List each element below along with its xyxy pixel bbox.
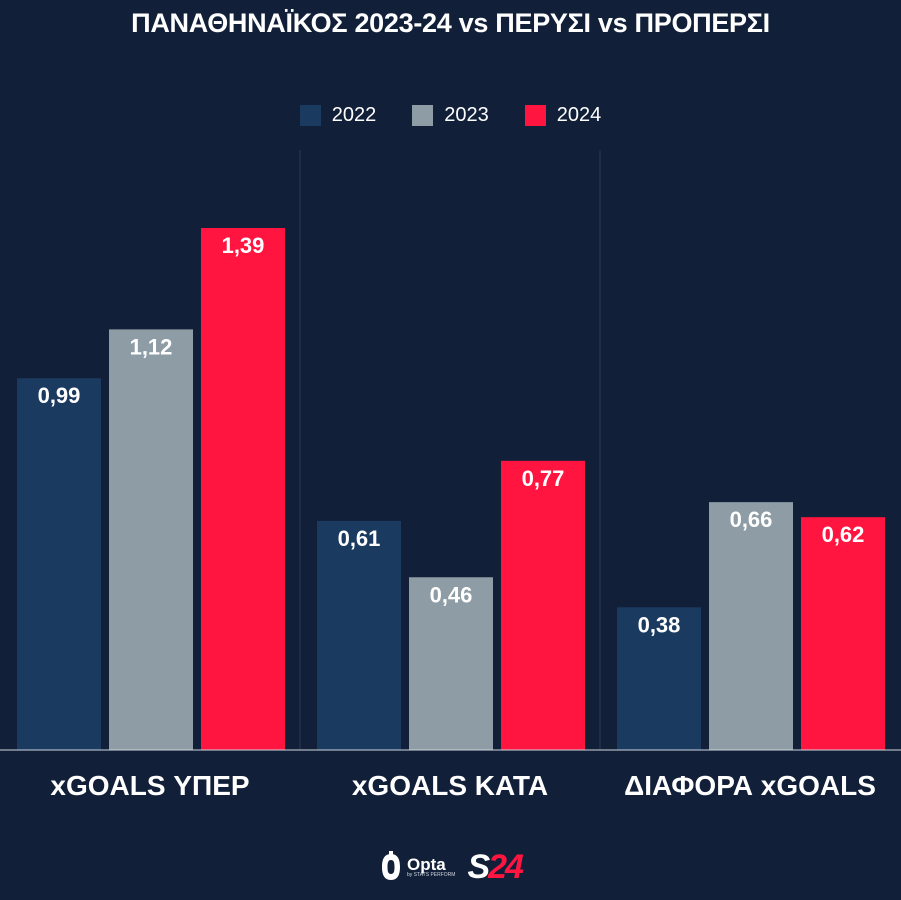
bar-2022-0 (17, 378, 101, 750)
chart-title: ΠΑΝΑΘΗΝΑΪΚΟΣ 2023-24 vs ΠΕΡΥΣΙ vs ΠΡΟΠΕΡ… (131, 8, 770, 38)
category-label: xGOALS ΥΠΕΡ (50, 770, 249, 801)
data-label: 0,99 (38, 383, 81, 408)
bar-2023-1 (409, 577, 493, 750)
opta-name: Opta (407, 855, 446, 874)
bar-2024-0 (201, 228, 285, 750)
legend-item-2022: 2022 (299, 104, 377, 127)
bar-2022-1 (317, 520, 401, 750)
category-label: ΔΙΑΦΟΡΑ xGOALS (624, 770, 876, 801)
legend-label: 2022 (331, 104, 377, 126)
opta-logo: Opta by STATS PERFORM (379, 851, 455, 883)
legend-item-2023: 2023 (412, 104, 489, 127)
bar-2024-2 (801, 517, 885, 750)
opta-subtitle: by STATS PERFORM (407, 872, 456, 878)
legend-swatch (524, 105, 546, 126)
legend-swatch (412, 105, 434, 126)
bar-chart: 0,99 1,12 1,39 xGOALS ΥΠΕΡ 0,61 0,46 0,77 xGOAL… (0, 150, 901, 801)
category-label: xGOALS ΚΑΤΑ (352, 770, 548, 801)
bar-2024-1 (501, 460, 585, 750)
data-label: 0,62 (822, 522, 865, 547)
legend-swatch (299, 105, 321, 126)
data-label: 0,46 (430, 582, 473, 607)
legend: 2022 2023 2024 (0, 104, 901, 127)
data-label: 1,39 (222, 233, 265, 258)
legend-label: 2023 (444, 104, 489, 126)
bar-2023-2 (709, 502, 793, 750)
bar-2023-0 (109, 329, 193, 750)
data-label: 1,12 (130, 334, 173, 359)
data-label: 0,66 (730, 507, 773, 532)
brand-logo: S24 (467, 848, 524, 886)
data-label: 0,38 (638, 612, 681, 637)
bar-2022-2 (617, 607, 701, 750)
opta-logo-icon (382, 851, 401, 880)
legend-label: 2024 (556, 104, 602, 126)
data-label: 0,61 (338, 526, 381, 551)
brand-logo-24: 24 (488, 848, 524, 886)
legend-item-2024: 2024 (524, 104, 602, 127)
data-label: 0,77 (522, 466, 565, 491)
footer: Opta by STATS PERFORM S24 (0, 850, 901, 884)
brand-logo-s: S (467, 848, 490, 886)
